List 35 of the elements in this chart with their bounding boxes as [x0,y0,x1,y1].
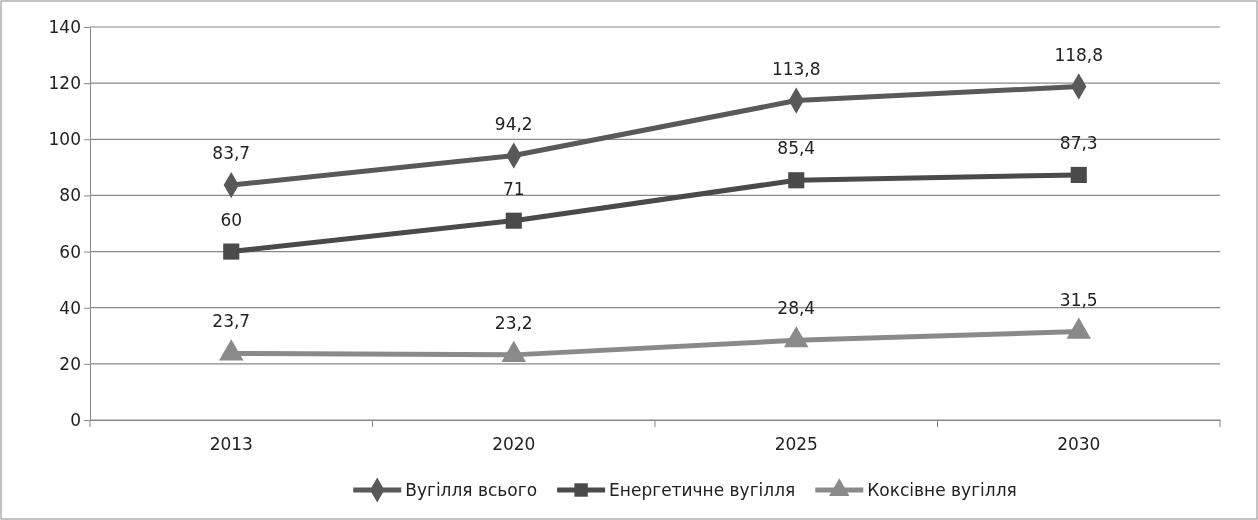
y-tick-label: 100 [48,129,81,150]
data-label: 23,7 [212,311,251,332]
y-tick-label: 60 [59,241,81,262]
y-tick-label: 0 [70,409,81,430]
y-tick-label: 80 [59,185,81,206]
data-label: 71 [502,178,525,199]
data-label: 28,4 [777,298,816,319]
data-label: 87,3 [1059,132,1098,153]
x-tick-label: 2013 [209,434,253,455]
x-tick-label: 2025 [774,434,818,455]
point [223,243,240,260]
y-tick-label: 20 [59,353,81,374]
data-label: 85,4 [777,138,816,159]
data-label: 113,8 [771,58,821,79]
data-label: 94,2 [494,113,533,134]
legend-label: Коксівне вугілля [867,480,1017,500]
y-tick-label: 40 [59,297,81,318]
y-tick-label: 140 [48,16,81,37]
data-label: 23,2 [494,312,533,333]
point [219,339,244,361]
point [784,326,809,348]
data-label: 60 [220,209,243,230]
data-label: 118,8 [1054,44,1104,65]
data-label: 83,7 [212,143,251,164]
x-tick-label: 2020 [492,434,536,455]
point [501,340,526,362]
point [1070,166,1087,183]
legend-label: Вугілля всього [405,480,538,500]
point [1066,317,1091,339]
data-label: 31,5 [1059,289,1098,310]
x-tick-label: 2030 [1057,434,1101,455]
point [505,212,522,229]
legend-label: Енергетичне вугілля [609,480,796,500]
y-tick-label: 120 [48,73,81,94]
point [788,172,805,189]
